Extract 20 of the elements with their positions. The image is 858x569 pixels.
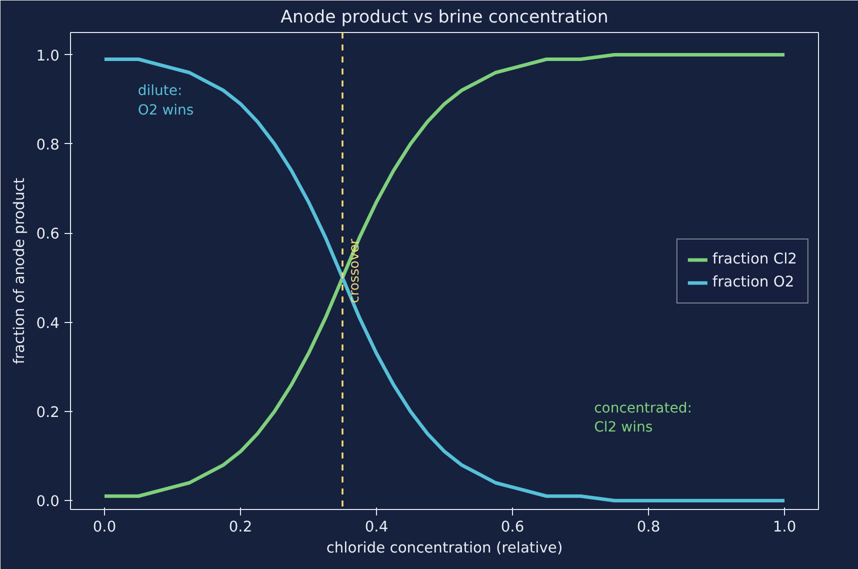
legend-label: fraction Cl2 (712, 250, 797, 268)
x-tick-label: 0.6 (500, 518, 524, 536)
x-tick-label: 0.4 (364, 518, 388, 536)
x-tick-label: 0.2 (228, 518, 252, 536)
x-axis-title: chloride concentration (relative) (326, 540, 563, 556)
legend-label: fraction O2 (712, 274, 794, 290)
y-tick-label: 0.8 (36, 136, 60, 154)
annotation: concentrated: Cl2 wins (594, 400, 692, 436)
x-tick-label: 0.8 (636, 518, 660, 536)
x-tick-label: 1.0 (772, 518, 796, 536)
annotation: dilute: O2 wins (138, 83, 194, 118)
y-tick-label: 0.2 (36, 404, 60, 421)
y-axis-title: fraction of anode product (11, 178, 28, 364)
y-tick-label: 1.0 (36, 47, 60, 64)
y-tick-label: 0.0 (36, 493, 60, 510)
chart-title: Anode product vs brine concentration (280, 8, 608, 28)
ref-line-label: crossover (348, 238, 362, 304)
x-tick-label: 0.0 (92, 518, 116, 536)
y-tick-label: 0.6 (36, 226, 60, 243)
y-tick-label: 0.4 (36, 314, 60, 332)
